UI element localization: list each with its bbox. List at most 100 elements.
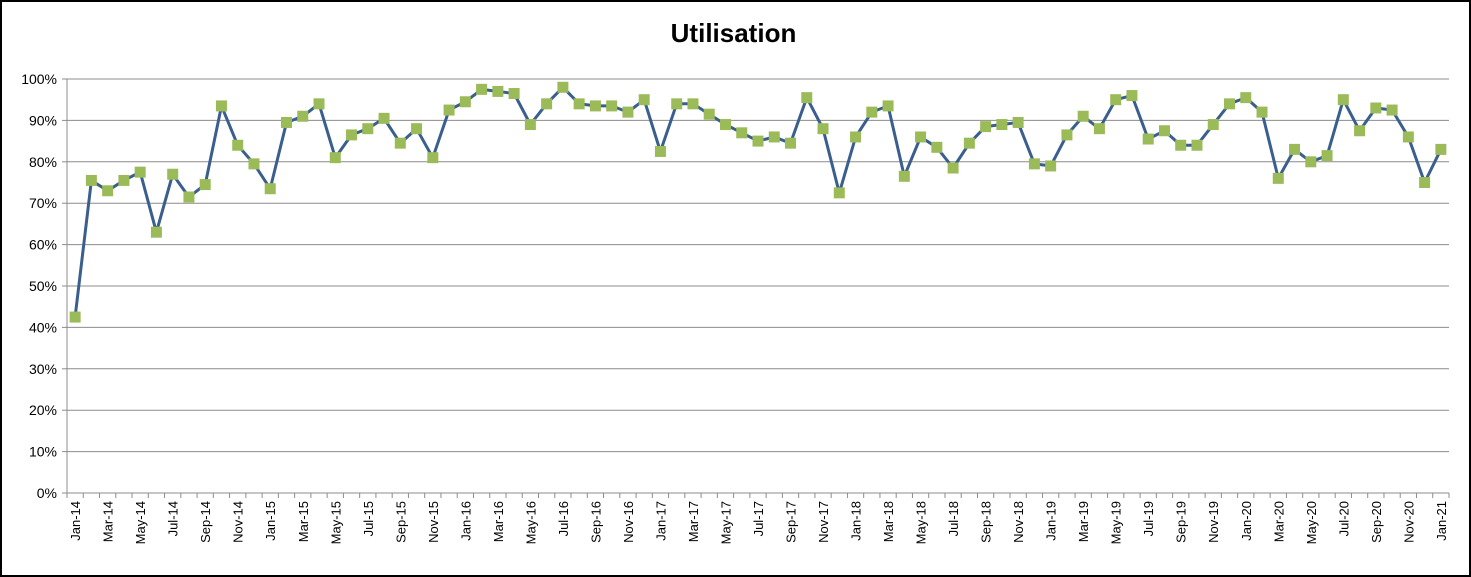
x-tick-label: Sep-15 xyxy=(393,501,408,543)
x-tick-label: Nov-20 xyxy=(1401,501,1416,543)
data-point xyxy=(817,123,829,135)
data-point xyxy=(1077,110,1089,122)
data-point xyxy=(898,170,910,182)
y-tick-label: 80% xyxy=(29,154,57,170)
x-tick-label: May-16 xyxy=(523,501,538,544)
x-tick-label: Jan-20 xyxy=(1239,501,1254,541)
y-tick-label: 20% xyxy=(29,402,57,418)
x-tick-label: Jul-18 xyxy=(946,501,961,536)
data-point xyxy=(866,106,878,118)
data-point xyxy=(1126,90,1138,102)
x-tick-label: Mar-15 xyxy=(296,501,311,542)
y-tick-label: 50% xyxy=(29,278,57,294)
data-point xyxy=(248,158,260,170)
data-point xyxy=(573,98,585,110)
data-point xyxy=(963,137,975,149)
x-tick-label: Nov-15 xyxy=(426,501,441,543)
data-point xyxy=(199,179,211,191)
data-point xyxy=(557,81,569,93)
x-tick-label: Jan-14 xyxy=(68,501,83,541)
data-point xyxy=(671,98,683,110)
x-tick-label: Mar-17 xyxy=(686,501,701,542)
y-tick-label: 30% xyxy=(29,361,57,377)
data-point xyxy=(280,116,292,128)
data-point xyxy=(752,135,764,147)
data-point xyxy=(1337,94,1349,106)
data-point xyxy=(362,123,374,135)
data-point xyxy=(785,137,797,149)
data-point xyxy=(1191,139,1203,151)
data-point xyxy=(1093,123,1105,135)
data-point xyxy=(1289,143,1301,155)
data-point xyxy=(183,191,195,203)
data-point xyxy=(69,311,81,323)
data-point xyxy=(736,127,748,139)
data-point xyxy=(1061,129,1073,141)
y-tick-label: 0% xyxy=(37,485,57,501)
data-point xyxy=(459,96,471,108)
data-point xyxy=(947,162,959,174)
y-tick-label: 10% xyxy=(29,444,57,460)
x-tick-label: Sep-14 xyxy=(198,501,213,543)
data-point xyxy=(215,100,227,112)
data-point xyxy=(1354,125,1366,137)
data-point xyxy=(638,94,650,106)
data-point xyxy=(1142,133,1154,145)
data-point xyxy=(687,98,699,110)
x-tick-label: Mar-14 xyxy=(101,501,116,542)
data-point xyxy=(508,87,520,99)
data-point xyxy=(1402,131,1414,143)
data-point xyxy=(768,131,780,143)
x-tick-label: Sep-16 xyxy=(588,501,603,543)
data-point xyxy=(1028,158,1040,170)
data-point xyxy=(1386,104,1398,116)
data-point xyxy=(492,85,504,97)
x-tick-label: Jul-19 xyxy=(1141,501,1156,536)
data-point xyxy=(264,183,276,195)
x-tick-label: Mar-18 xyxy=(881,501,896,542)
x-tick-label: Jul-17 xyxy=(751,501,766,536)
gridlines xyxy=(67,78,1449,453)
data-point xyxy=(85,174,97,186)
x-tick-label: Sep-17 xyxy=(784,501,799,543)
x-tick-label: May-17 xyxy=(718,501,733,544)
data-point xyxy=(882,100,894,112)
data-point xyxy=(1321,150,1333,162)
data-point xyxy=(232,139,244,151)
x-tick-label: Jul-16 xyxy=(556,501,571,536)
data-point xyxy=(378,112,390,124)
data-point xyxy=(443,104,455,116)
data-point xyxy=(980,121,992,133)
data-point xyxy=(1272,172,1284,184)
x-tick-label: Jan-17 xyxy=(653,501,668,541)
x-tick-label: Mar-19 xyxy=(1076,501,1091,542)
data-point xyxy=(313,98,325,110)
x-tick-label: Jul-14 xyxy=(166,501,181,536)
data-point xyxy=(411,123,423,135)
data-point xyxy=(476,83,488,95)
data-point xyxy=(1305,156,1317,168)
data-point xyxy=(1175,139,1187,151)
x-tick-label: May-15 xyxy=(328,501,343,544)
data-point xyxy=(167,168,179,180)
data-point xyxy=(622,106,634,118)
data-point xyxy=(394,137,406,149)
data-point xyxy=(833,187,845,199)
data-point xyxy=(654,145,666,157)
data-point xyxy=(931,141,943,153)
data-point xyxy=(150,226,162,238)
data-point xyxy=(1240,92,1252,104)
data-point xyxy=(1419,177,1431,188)
x-tick-label: May-19 xyxy=(1109,501,1124,544)
data-point xyxy=(541,98,553,110)
x-tick-label: Nov-14 xyxy=(231,501,246,543)
data-point xyxy=(1158,125,1170,137)
data-point xyxy=(102,185,114,197)
x-tick-label: Jan-15 xyxy=(263,501,278,541)
x-tick-label: May-14 xyxy=(133,501,148,544)
series-utilisation xyxy=(69,81,1447,323)
data-point xyxy=(703,108,715,120)
data-point xyxy=(719,119,731,131)
data-point xyxy=(589,100,601,112)
